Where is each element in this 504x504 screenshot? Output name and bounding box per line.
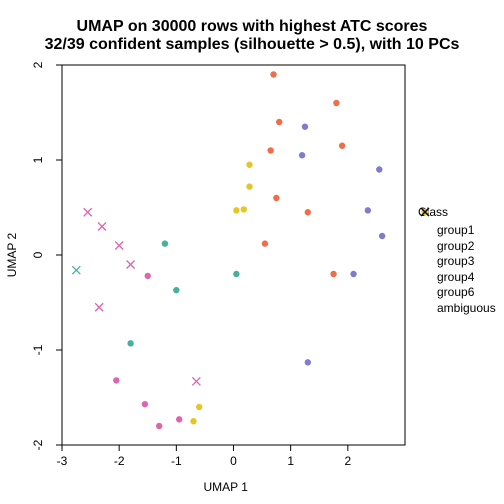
legend-swatch-group4 [418, 271, 432, 285]
legend-label-group2: group2 [437, 239, 474, 255]
legend-swatch-ambiguous [418, 302, 432, 316]
umap-scatter-plot: UMAP on 30000 rows with highest ATC scor… [0, 0, 504, 504]
legend-item-group6: group6 [418, 285, 496, 301]
legend-item-group3: group3 [418, 254, 496, 270]
legend-swatch-group6 [418, 286, 432, 300]
legend-label-ambiguous: ambiguous [437, 301, 496, 317]
x-axis-label: UMAP 1 [204, 480, 248, 494]
legend-item-group1: group1 [418, 223, 496, 239]
legend-swatch-group2 [418, 239, 432, 253]
y-axis-label: UMAP 2 [5, 233, 19, 277]
legend-swatch-group3 [418, 255, 432, 269]
legend: Class group1group2group3group4group6ambi… [418, 205, 496, 317]
legend-label-group3: group3 [437, 254, 474, 270]
legend-swatch-group1 [418, 224, 432, 238]
legend-label-group4: group4 [437, 270, 474, 286]
legend-label-group6: group6 [437, 285, 474, 301]
legend-item-group4: group4 [418, 270, 496, 286]
legend-label-group1: group1 [437, 223, 474, 239]
legend-item-ambiguous: ambiguous [418, 301, 496, 317]
legend-item-group2: group2 [418, 239, 496, 255]
